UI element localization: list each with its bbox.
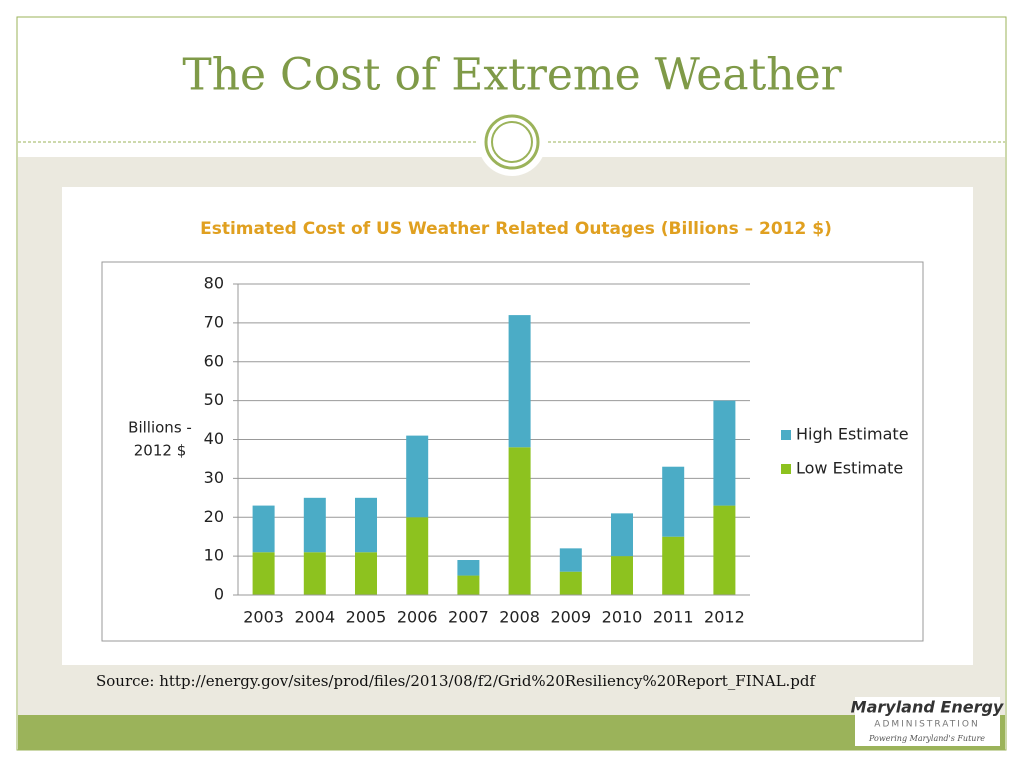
bar-segment [252,552,275,595]
bar-segment [252,505,275,553]
x-tick-label: 2006 [397,608,438,627]
ornament-bg [478,108,546,176]
bar-segment [611,556,633,595]
x-tick-label: 2009 [550,608,591,627]
ornament-inner [491,121,533,163]
y-axis-label: 2012 $ [134,442,187,460]
bar-segment [508,447,531,595]
y-tick-label: 60 [204,351,224,370]
ornament-outer [484,114,540,170]
y-tick-label: 30 [204,468,224,487]
y-tick-label: 80 [204,274,224,293]
bar-segment [355,497,377,553]
bar-segment [303,552,326,595]
x-tick-label: 2003 [243,608,284,627]
bar-segment [713,400,736,506]
bar-segment [303,497,326,553]
bar-segment [355,552,377,595]
legend-label: Low Estimate [796,459,903,478]
bar-segment [457,560,480,576]
x-tick-label: 2011 [653,608,694,627]
bar-segment [559,548,582,572]
bar-segment [662,536,685,595]
slide-title: The Cost of Extreme Weather [182,50,842,101]
y-tick-label: 0 [214,585,224,604]
bar-segment [508,315,531,448]
logo-box [855,697,1000,746]
source-note: Source: http://energy.gov/sites/prod/fil… [96,672,817,690]
chart-title: Estimated Cost of US Weather Related Out… [200,219,832,239]
bar-segment [662,466,685,537]
bar-segment [713,505,736,595]
logo-name: Maryland Energy [851,698,1004,717]
x-tick-label: 2008 [499,608,540,627]
bar-segment [457,575,480,595]
bar-segment [559,571,582,595]
y-tick-label: 40 [204,429,224,448]
x-tick-label: 2005 [346,608,387,627]
bar-segment [406,517,429,595]
legend-swatch [781,430,791,440]
logo-tagline: Powering Maryland's Future [868,734,985,743]
logo-subtitle: ADMINISTRATION [874,720,979,730]
legend-swatch [781,464,791,474]
bar-segment [406,435,429,518]
x-tick-label: 2004 [294,608,335,627]
y-tick-label: 70 [204,312,224,331]
legend-label: High Estimate [796,425,909,444]
bar-segment [611,513,633,557]
y-axis-label: Billions - [128,419,192,437]
x-tick-label: 2007 [448,608,489,627]
x-tick-label: 2010 [602,608,643,627]
footer-band [18,715,1005,750]
y-tick-label: 20 [204,507,224,526]
y-tick-label: 50 [204,390,224,409]
x-tick-label: 2012 [704,608,745,627]
y-tick-label: 10 [204,546,224,565]
